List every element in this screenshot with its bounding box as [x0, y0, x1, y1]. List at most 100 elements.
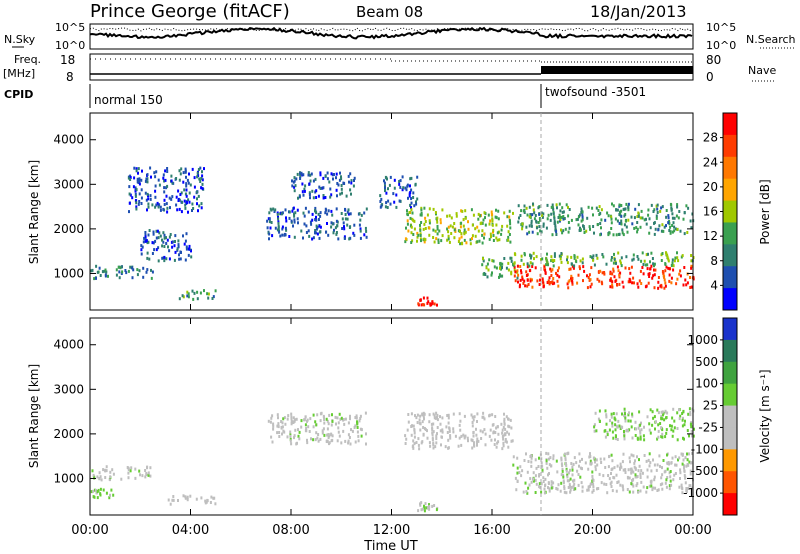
- data-cell: [544, 483, 547, 487]
- data-cell: [193, 185, 196, 189]
- data-cell: [512, 455, 515, 459]
- data-cell: [296, 441, 298, 445]
- data-cell: [559, 257, 562, 261]
- data-cell: [154, 239, 157, 243]
- data-cell: [665, 428, 668, 432]
- data-cell: [661, 205, 664, 209]
- data-cell: [302, 236, 304, 240]
- data-cell: [188, 191, 191, 195]
- data-cell: [510, 259, 513, 263]
- data-cell: [684, 419, 686, 423]
- data-cell: [637, 203, 640, 207]
- data-cell: [615, 412, 618, 416]
- data-cell: [528, 264, 531, 268]
- data-cell: [295, 417, 298, 421]
- data-cell: [502, 444, 505, 448]
- data-cell: [432, 446, 435, 450]
- data-cell: [616, 208, 619, 212]
- data-cell: [471, 421, 474, 424]
- data-cell: [674, 256, 677, 260]
- colorbar-tick-label: -1000: [683, 486, 718, 500]
- data-cell: [567, 221, 570, 224]
- data-cell: [597, 209, 600, 212]
- data-cell: [556, 279, 559, 283]
- data-cell: [336, 182, 339, 185]
- data-cell: [631, 483, 634, 486]
- data-cell: [198, 177, 201, 181]
- data-cell: [99, 487, 102, 491]
- data-cell: [556, 206, 558, 210]
- data-cell: [586, 216, 589, 220]
- data-cell: [556, 470, 559, 474]
- data-cell: [636, 255, 639, 258]
- data-cell: [632, 490, 635, 494]
- data-cell: [521, 277, 524, 281]
- data-cell: [324, 196, 327, 199]
- data-cell: [651, 276, 654, 280]
- data-cell: [576, 217, 579, 221]
- data-cell: [545, 451, 548, 455]
- data-cell: [353, 233, 356, 237]
- data-cell: [326, 433, 329, 437]
- y-tick-label: 4000: [53, 133, 84, 147]
- data-cell: [445, 425, 448, 429]
- data-cell: [586, 488, 589, 492]
- data-cell: [413, 431, 416, 435]
- x-tick-label: 16:00: [473, 523, 510, 538]
- data-cell: [671, 224, 674, 227]
- data-cell: [616, 464, 619, 468]
- data-cell: [92, 489, 95, 493]
- data-cell: [583, 227, 586, 231]
- data-cell: [178, 178, 181, 182]
- data-cell: [115, 273, 118, 277]
- data-cell: [278, 230, 281, 234]
- data-cell: [629, 271, 632, 275]
- data-cell: [314, 438, 317, 442]
- data-cell: [667, 214, 670, 218]
- data-cell: [410, 208, 413, 212]
- data-cell: [558, 215, 561, 219]
- data-cell: [426, 429, 428, 433]
- data-cell: [565, 469, 568, 473]
- data-cell: [672, 429, 675, 433]
- data-cell: [186, 201, 188, 205]
- data-cell: [608, 231, 611, 235]
- data-cell: [359, 227, 362, 231]
- data-cell: [604, 409, 607, 413]
- data-cell: [616, 425, 619, 429]
- data-cell: [460, 209, 463, 213]
- data-cell: [155, 248, 158, 252]
- data-cell: [274, 208, 277, 212]
- data-cell: [577, 483, 580, 487]
- data-cell: [96, 490, 99, 493]
- data-cell: [473, 441, 475, 445]
- data-cell: [270, 221, 273, 224]
- data-cell: [540, 461, 543, 465]
- data-cell: [607, 233, 610, 237]
- data-cell: [407, 420, 410, 424]
- data-cell: [393, 178, 396, 182]
- data-cell: [179, 172, 182, 176]
- data-cell: [463, 228, 466, 232]
- data-cell: [129, 176, 132, 179]
- data-cell: [639, 225, 642, 229]
- data-cell: [567, 286, 570, 290]
- data-cell: [665, 252, 668, 256]
- data-cell: [550, 486, 553, 490]
- data-cell: [91, 268, 94, 272]
- data-cell: [471, 415, 474, 419]
- data-cell: [175, 177, 178, 180]
- data-cell: [502, 426, 505, 429]
- data-cell: [453, 222, 456, 225]
- data-cell: [611, 489, 614, 493]
- data-cell: [661, 223, 664, 227]
- data-cell: [513, 268, 516, 272]
- data-cell: [624, 416, 627, 420]
- data-cell: [548, 282, 551, 286]
- data-cell: [464, 434, 467, 438]
- data-cell: [144, 469, 147, 472]
- data-cell: [610, 480, 613, 484]
- data-cell: [343, 235, 346, 239]
- data-cell: [611, 424, 614, 428]
- data-cell: [304, 206, 307, 210]
